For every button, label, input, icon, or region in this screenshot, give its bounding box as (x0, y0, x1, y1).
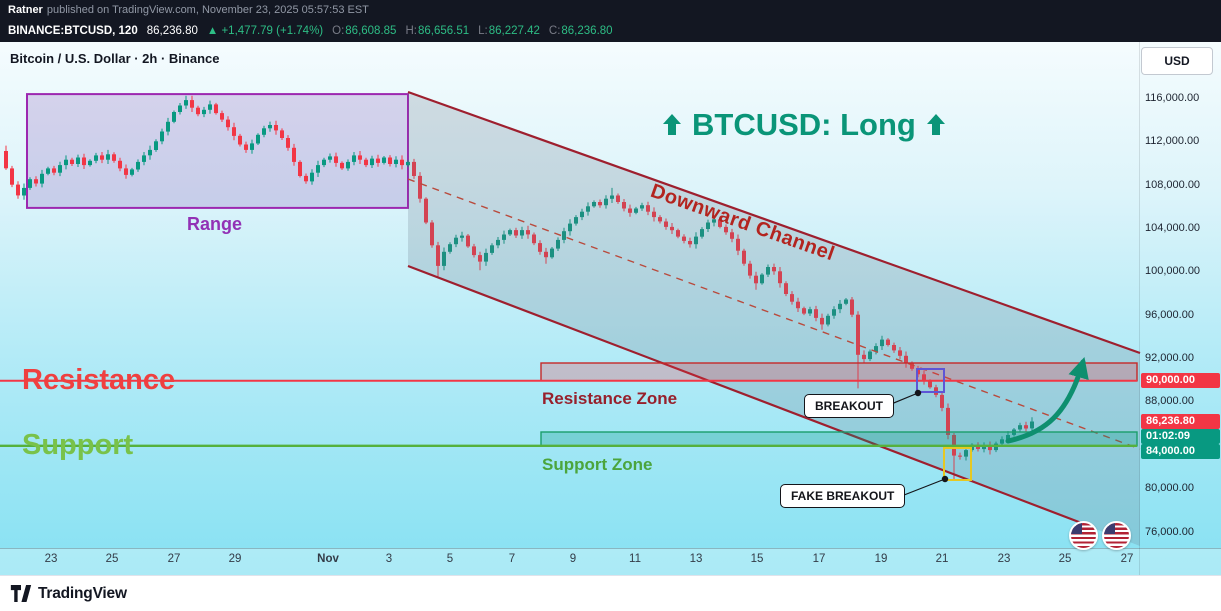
symbol-bar: BINANCE:BTCUSD, 120 86,236.80 ▲ +1,477.7… (0, 20, 1221, 42)
high-value: H: 86,656.51 (405, 25, 470, 37)
currency-button[interactable]: USD (1141, 47, 1213, 75)
close-value: C: 86,236.80 (548, 25, 613, 37)
chart-plot-area[interactable] (0, 42, 1221, 575)
us-flag-icon (1069, 521, 1098, 550)
publish-info: published on TradingView.com, November 2… (46, 4, 369, 16)
long-callout-text: BTCUSD: Long (692, 107, 916, 142)
fake-breakout-callout: FAKE BREAKOUT (780, 484, 906, 508)
long-trade-callout: BTCUSD: Long (660, 107, 948, 143)
publish-bar: Ratner published on TradingView.com, Nov… (0, 0, 1221, 20)
last-price: 86,236.80 (146, 25, 198, 37)
symbol-name: BINANCE:BTCUSD, 120 (8, 25, 138, 37)
open-value: O: 86,608.85 (332, 25, 397, 37)
tradingview-logo-text[interactable]: TradingView (38, 584, 127, 602)
price-change: ▲ +1,477.79 (+1.74%) (206, 25, 324, 37)
up-arrow-icon (663, 114, 681, 135)
support-zone-label: Support Zone (542, 455, 653, 474)
time-axis[interactable] (0, 548, 1221, 576)
breakout-callout: BREAKOUT (804, 394, 894, 418)
chart-title: Bitcoin / U.S. Dollar · 2h · Binance (10, 51, 220, 66)
low-value: L: 86,227.42 (478, 25, 540, 37)
up-arrow-icon (926, 114, 945, 135)
range-label: Range (187, 214, 243, 234)
us-flag-icon (1102, 521, 1131, 550)
author-name: Ratner (8, 4, 43, 16)
price-axis-separator (1139, 42, 1140, 575)
resistance-label: Resistance (22, 364, 176, 396)
tradingview-logo-icon[interactable] (10, 584, 32, 603)
resistance-zone-label: Resistance Zone (542, 389, 678, 408)
support-label: Support (22, 429, 134, 461)
footer-bar: TradingView (0, 575, 1221, 611)
